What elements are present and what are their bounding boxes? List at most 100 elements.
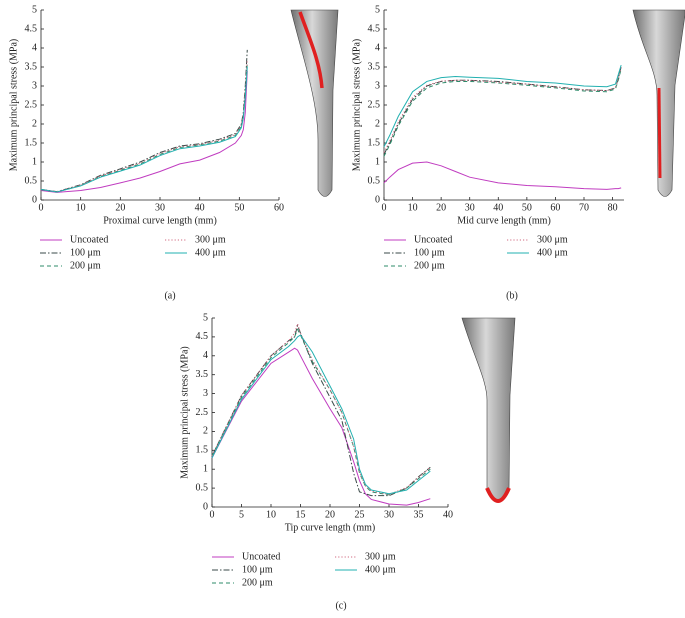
y-tick-label: 3 [375,80,380,91]
legend-label: 100 μm [70,247,101,258]
y-tick-label: 3 [203,388,208,399]
y-axis-label: Maximum principal stress (MPa) [351,39,362,171]
x-tick-label: 30 [384,509,394,520]
legend-label: Uncoated [70,234,108,245]
x-tick-label: 10 [266,509,276,520]
y-tick-label: 4.5 [25,23,38,34]
y-tick-label: 3.5 [368,61,381,72]
x-tick-label: 20 [115,202,125,213]
caption: (b) [506,290,518,301]
y-tick-label: 2 [32,118,37,129]
legend-label: 300 μm [365,551,396,562]
legend-label: 300 μm [195,234,226,245]
series-line [40,63,248,193]
y-axis-label: Maximum principal stress (MPa) [8,39,19,171]
series-line [40,59,248,193]
x-tick-label: 25 [355,509,365,520]
y-tick-label: 0 [32,194,37,205]
series-line [211,328,431,496]
y-axis-label: Maximum principal stress (MPa) [179,346,190,478]
series-line [40,49,248,193]
caption: (c) [335,600,346,611]
y-tick-label: 2.5 [368,99,381,110]
y-tick-label: 1.5 [368,137,381,148]
x-tick-label: 50 [522,202,532,213]
y-tick-label: 0.5 [368,175,381,186]
x-tick-label: 5 [239,509,244,520]
x-tick-label: 40 [195,202,205,213]
x-tick-label: 30 [465,202,475,213]
x-tick-label: 0 [382,202,387,213]
x-tick-label: 35 [414,509,424,520]
series-line [211,334,431,495]
x-tick-label: 20 [436,202,446,213]
y-tick-label: 4.5 [196,331,209,342]
legend-label: 400 μm [365,564,396,575]
legend-label: 100 μm [414,247,445,258]
y-tick-label: 3 [32,80,37,91]
series-line [383,161,622,190]
x-tick-label: 70 [579,202,589,213]
y-tick-label: 4 [203,350,208,361]
legend-label: Uncoated [242,551,280,562]
y-tick-label: 1 [203,463,208,474]
x-tick-label: 10 [408,202,418,213]
y-tick-label: 1.5 [25,137,38,148]
x-tick-label: 10 [76,202,86,213]
x-axis-label: Mid curve length (mm) [457,215,551,226]
caption: (a) [164,290,175,301]
legend-label: 400 μm [195,247,226,258]
x-tick-label: 40 [493,202,503,213]
x-tick-label: 0 [210,509,215,520]
y-tick-label: 1 [32,156,37,167]
stem-tip [461,317,516,503]
legend-label: 400 μm [537,247,568,258]
x-tick-label: 30 [155,202,165,213]
y-tick-label: 3.5 [25,61,38,72]
x-tick-label: 80 [608,202,618,213]
x-tick-label: 50 [234,202,244,213]
legend-label: 200 μm [70,260,101,271]
series-line [383,68,622,157]
legend-label: Uncoated [414,234,452,245]
legend-label: 200 μm [242,577,273,588]
series-line [40,70,248,193]
y-tick-label: 1.5 [196,445,209,456]
x-tick-label: 60 [550,202,560,213]
y-tick-label: 5 [203,312,208,323]
series-line [383,66,622,155]
series-line [211,347,431,506]
x-axis-label: Tip curve length (mm) [285,522,375,533]
y-tick-label: 2 [375,118,380,129]
x-tick-label: 0 [39,202,44,213]
y-tick-label: 1 [375,156,380,167]
y-tick-label: 4 [32,42,37,53]
x-tick-label: 15 [296,509,306,520]
legend-label: 300 μm [537,234,568,245]
y-tick-label: 2.5 [25,99,38,110]
y-tick-label: 0.5 [25,175,38,186]
y-tick-label: 2 [203,426,208,437]
y-tick-label: 4 [375,42,380,53]
series-line [383,64,622,148]
series-line [383,66,622,153]
legend-label: 200 μm [414,260,445,271]
y-tick-label: 0 [203,501,208,512]
x-tick-label: 40 [443,509,453,520]
x-axis-label: Proximal curve length (mm) [103,215,217,226]
y-tick-label: 2.5 [196,407,209,418]
y-tick-label: 5 [32,4,37,15]
series-line [40,66,248,193]
y-tick-label: 3.5 [196,369,209,380]
series-line [211,323,431,497]
y-tick-label: 5 [375,4,380,15]
stem-proximal [290,9,339,197]
series-line [211,321,431,496]
y-tick-label: 0.5 [196,482,209,493]
x-tick-label: 60 [274,202,284,213]
stem-mid [632,9,685,197]
legend-label: 100 μm [242,564,273,575]
y-tick-label: 4.5 [368,23,381,34]
x-tick-label: 20 [325,509,335,520]
